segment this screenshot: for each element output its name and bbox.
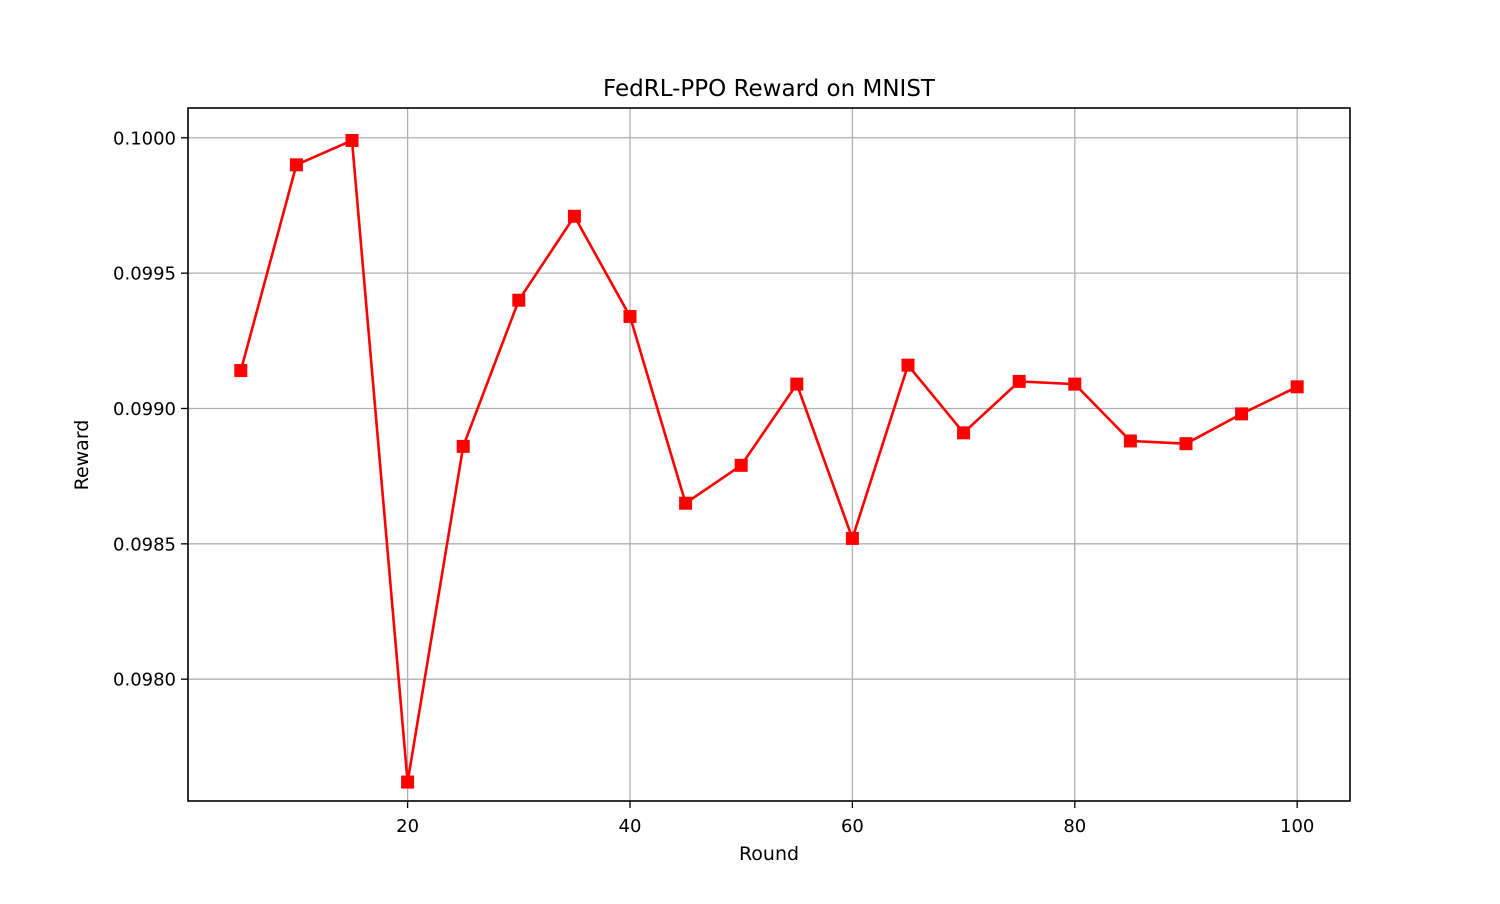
x-tick-label: 20 — [396, 816, 419, 837]
data-point-marker — [679, 496, 693, 510]
series-line — [239, 139, 1298, 784]
x-axis-ticks: 20 40 60 80 100 — [396, 801, 1314, 837]
data-point-marker — [512, 293, 526, 307]
data-point-marker — [567, 209, 581, 223]
data-point-marker — [289, 158, 303, 172]
data-point-marker — [1235, 407, 1249, 421]
data-point-marker — [1068, 377, 1082, 391]
data-point-marker — [234, 364, 248, 378]
data-point-marker — [623, 309, 637, 323]
x-tick-label: 60 — [841, 816, 864, 837]
plot-area-frame — [187, 107, 1351, 802]
y-axis-ticks: 0.0980 0.0985 0.0990 0.0995 0.1000 — [113, 128, 188, 691]
chart-title: FedRL-PPO Reward on MNIST — [603, 76, 936, 102]
y-tick-label: 0.0980 — [113, 670, 176, 691]
data-point-marker — [1290, 380, 1304, 394]
data-point-marker — [957, 426, 971, 440]
data-point-marker — [1123, 434, 1137, 448]
data-point-marker — [1012, 374, 1026, 388]
y-tick-label: 0.0995 — [113, 264, 176, 285]
x-tick-label: 40 — [619, 816, 642, 837]
data-point-marker — [901, 358, 915, 372]
x-tick-label: 80 — [1063, 816, 1086, 837]
x-tick-label: 100 — [1280, 816, 1314, 837]
y-axis-label: Reward — [71, 420, 93, 491]
y-tick-label: 0.0985 — [113, 534, 176, 555]
series-markers — [234, 133, 1304, 789]
data-point-marker — [345, 133, 359, 147]
series-lines — [239, 139, 1298, 784]
y-tick-label: 0.1000 — [113, 128, 176, 149]
y-tick-label: 0.0990 — [113, 399, 176, 420]
data-point-marker — [1179, 437, 1193, 451]
x-axis-label: Round — [739, 843, 799, 865]
data-point-marker — [845, 531, 859, 545]
data-point-marker — [790, 377, 804, 391]
grid-lines — [188, 108, 1350, 801]
data-point-marker — [734, 458, 748, 472]
data-point-marker — [401, 775, 415, 789]
data-point-marker — [456, 439, 470, 453]
